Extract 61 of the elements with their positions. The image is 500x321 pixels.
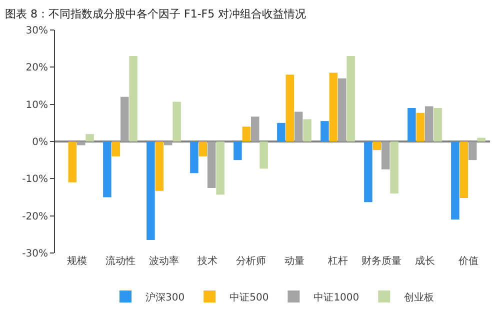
bar [451, 142, 460, 220]
bar [129, 56, 138, 142]
bar [190, 142, 198, 174]
x-tick-label: 价值 [457, 255, 478, 267]
y-tick-label: -30% [22, 248, 48, 260]
bar [338, 78, 346, 142]
bar [434, 108, 442, 142]
bar [477, 138, 486, 142]
x-tick-label: 波动率 [148, 255, 179, 267]
bar [294, 112, 303, 142]
x-tick-label: 规模 [66, 255, 87, 267]
x-tick-label: 财务质量 [361, 255, 402, 267]
bar [424, 106, 434, 142]
bar [250, 116, 260, 142]
bar [146, 142, 155, 240]
bar [155, 142, 164, 191]
x-tick-label: 杠杆 [326, 255, 348, 267]
bar [76, 142, 86, 146]
y-tick-label: -10% [22, 174, 48, 186]
x-tick-label: 动量 [284, 256, 304, 267]
bar [242, 126, 251, 142]
y-tick-label: 0% [32, 137, 48, 148]
x-tick-label: 技术 [196, 255, 218, 267]
chart-title: 图表 8：不同指数成分股中各个因子 F1-F5 对冲组合收益情况 [5, 7, 306, 20]
bar [234, 142, 242, 160]
x-tick-label: 流动性 [105, 255, 136, 267]
bar [172, 102, 181, 142]
bar [460, 142, 468, 198]
bar [364, 142, 372, 202]
x-tick-label: 成长 [414, 255, 435, 267]
bar [86, 134, 94, 142]
bar [120, 96, 129, 142]
x-tick-label: 分析师 [236, 255, 266, 267]
bar [329, 72, 338, 142]
bar [260, 142, 268, 169]
bar [303, 119, 312, 142]
bar [68, 142, 77, 182]
bar [216, 142, 224, 195]
bar [112, 142, 120, 156]
bar [346, 56, 355, 142]
bar [277, 122, 286, 142]
legend-label: 创业板 [404, 291, 434, 304]
bar [103, 142, 112, 198]
bar [390, 142, 398, 194]
legend-label: 沪深300 [146, 291, 185, 304]
bar [416, 112, 425, 142]
bar [320, 121, 329, 142]
y-tick-label: 20% [26, 62, 48, 74]
legend-label: 中证1000 [314, 291, 360, 304]
bar [408, 108, 416, 142]
bar [198, 142, 208, 156]
bar [164, 142, 172, 146]
y-tick-label: -20% [22, 211, 48, 222]
legend-label: 中证500 [230, 291, 269, 304]
y-tick-label: 30% [26, 26, 48, 36]
bar [381, 142, 390, 170]
bar [286, 74, 294, 142]
bar [468, 142, 477, 160]
bar [372, 142, 382, 150]
y-tick-label: 10% [26, 100, 48, 111]
bar [207, 142, 216, 188]
